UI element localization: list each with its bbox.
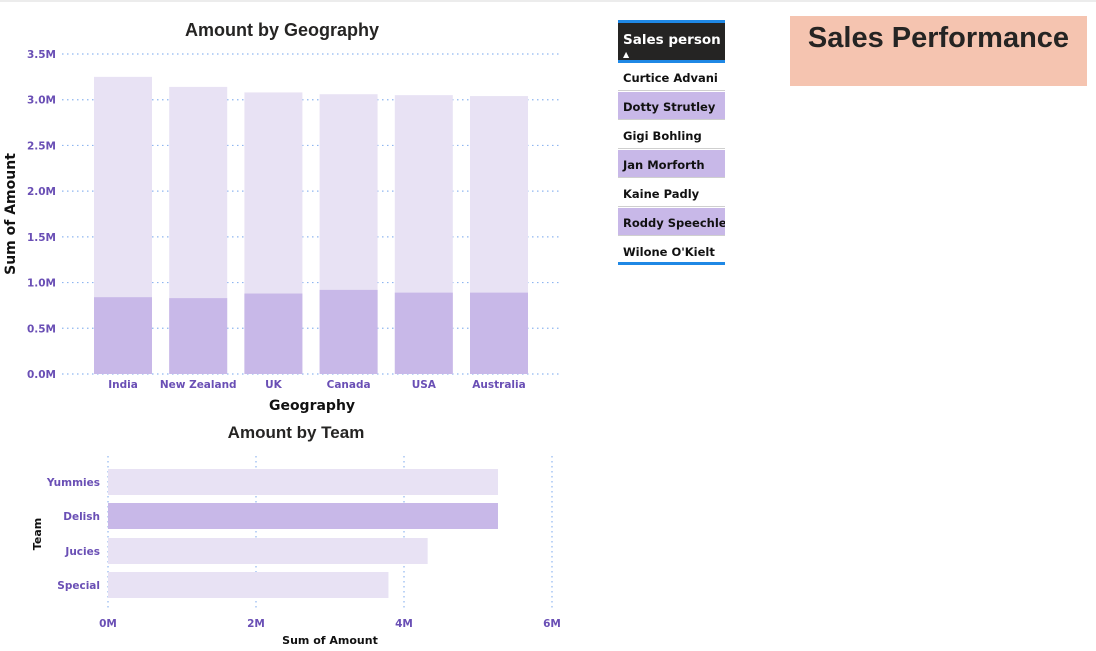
geo-x-tick-label: New Zealand [160, 379, 237, 391]
geo-bar-highlighted[interactable] [94, 297, 152, 374]
geo-x-axis-title: Geography [269, 398, 355, 414]
geo-y-tick-label: 0.0M [27, 369, 56, 381]
amount-by-team-chart[interactable]: Amount by Team Yummies Delish Jucies Specia… [0, 418, 580, 651]
slicer-item-list: Curtice Advani Dotty Strutley Gigi Bohling… [618, 63, 725, 265]
team-bar[interactable] [108, 469, 498, 495]
team-y-tick-label: Delish [63, 511, 100, 523]
top-divider [0, 0, 1096, 2]
report-title-box: Sales Performance [790, 16, 1087, 86]
geo-y-tick-label: 1.0M [27, 278, 56, 290]
slicer-item[interactable]: Wilone O'Kielt [618, 237, 725, 265]
slicer-item[interactable]: Jan Morforth [618, 150, 725, 178]
geo-x-tick-label: Australia [472, 379, 525, 391]
slicer-item[interactable]: Curtice Advani [618, 63, 725, 91]
amount-by-geography-chart[interactable]: Amount by Geography 0.0M 0.5M 1.0M 1.5M 2.0M… [0, 0, 580, 420]
geo-y-axis-title: Sum of Amount [3, 153, 19, 275]
team-y-tick-label: Special [57, 580, 100, 592]
geo-bar-highlighted[interactable] [319, 289, 378, 374]
team-chart-title: Amount by Team [228, 423, 365, 442]
team-y-tick-label: Jucies [64, 546, 100, 558]
geo-bar-highlighted[interactable] [244, 293, 303, 374]
geo-bar-highlighted[interactable] [169, 298, 228, 374]
geo-x-tick-label: Canada [327, 379, 371, 391]
slicer-item[interactable]: Dotty Strutley [618, 92, 725, 120]
team-y-tick-label: Yummies [46, 477, 100, 489]
geo-x-tick-label: India [108, 379, 138, 391]
geo-x-tick-label: USA [412, 379, 437, 391]
geo-y-tick-label: 0.5M [27, 323, 56, 335]
sales-person-slicer[interactable]: Sales person ▲ Curtice Advani Dotty Strut… [618, 20, 725, 266]
team-x-axis-title: Sum of Amount [282, 634, 378, 647]
team-x-tick-label: 4M [395, 618, 413, 630]
slicer-header-label: Sales person [623, 32, 721, 48]
sort-caret-icon[interactable]: ▲ [623, 50, 630, 59]
geo-x-tick-label: UK [265, 379, 283, 391]
slicer-item[interactable]: Roddy Speechley [618, 208, 725, 236]
team-bar[interactable] [108, 572, 389, 598]
slicer-item[interactable]: Gigi Bohling [618, 121, 725, 149]
team-bar[interactable] [108, 538, 428, 564]
team-y-axis-title: Team [31, 518, 44, 550]
geo-y-tick-label: 2.5M [27, 140, 56, 152]
geo-y-tick-label: 2.0M [27, 186, 56, 198]
slicer-header[interactable]: Sales person ▲ [618, 20, 725, 63]
team-x-tick-label: 6M [543, 618, 561, 630]
geo-y-tick-label: 3.5M [27, 49, 56, 61]
slicer-item[interactable]: Kaine Padly [618, 179, 725, 207]
geo-y-tick-label: 1.5M [27, 232, 56, 244]
report-title: Sales Performance [807, 22, 1070, 54]
geo-y-tick-label: 3.0M [27, 95, 56, 107]
geo-bar-highlighted[interactable] [394, 292, 453, 374]
team-x-tick-label: 0M [99, 618, 117, 630]
geo-chart-title: Amount by Geography [185, 20, 379, 40]
geo-bar-highlighted[interactable] [470, 292, 528, 374]
team-x-tick-label: 2M [247, 618, 265, 630]
team-bar[interactable] [108, 503, 498, 529]
